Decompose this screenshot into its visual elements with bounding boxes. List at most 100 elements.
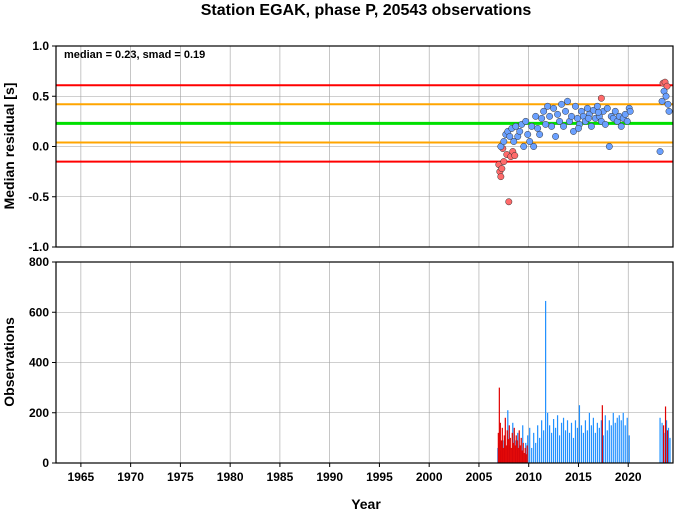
year-tick-label: 2000 bbox=[416, 470, 443, 484]
residual-point bbox=[560, 122, 567, 130]
observations-bar bbox=[509, 437, 511, 463]
observations-bar bbox=[514, 445, 516, 463]
residual-point bbox=[530, 143, 538, 150]
residual-point bbox=[587, 122, 595, 130]
observations-bar bbox=[576, 427, 579, 463]
observations-bar bbox=[500, 440, 502, 463]
residual-point bbox=[658, 97, 666, 105]
observations-bar bbox=[560, 422, 563, 463]
observations-bar bbox=[505, 445, 507, 463]
residual-point bbox=[498, 165, 506, 173]
year-tick-label: 2010 bbox=[515, 470, 542, 484]
observations-bar bbox=[606, 430, 608, 463]
observations-bar bbox=[510, 447, 512, 463]
observations-bar bbox=[667, 427, 670, 463]
observations-bar bbox=[566, 420, 569, 463]
observations-bar bbox=[618, 415, 620, 463]
observations-bar bbox=[558, 435, 561, 463]
observations-bar bbox=[578, 405, 581, 463]
observations-bar bbox=[661, 422, 663, 463]
residual-point bbox=[623, 117, 631, 125]
observations-bar bbox=[513, 427, 515, 463]
residual-point bbox=[575, 124, 582, 132]
observations-tick-label: 0 bbox=[42, 456, 49, 470]
observations-bar bbox=[541, 420, 543, 463]
residual-tick-label: -0.5 bbox=[28, 190, 49, 204]
observations-bar bbox=[537, 425, 539, 463]
observations-tick-label: 200 bbox=[29, 406, 49, 420]
residual-point bbox=[584, 114, 592, 122]
observations-bar bbox=[624, 425, 626, 463]
observations-bar bbox=[526, 445, 528, 463]
observations-bar bbox=[520, 437, 522, 463]
residual-point bbox=[505, 198, 513, 206]
observations-bar bbox=[626, 417, 628, 463]
year-tick-label: 2015 bbox=[565, 470, 592, 484]
residual-point bbox=[546, 112, 554, 120]
residual-point bbox=[626, 107, 634, 115]
observations-bar bbox=[572, 437, 575, 463]
observations-bar bbox=[524, 447, 526, 463]
residual-point bbox=[568, 112, 575, 120]
observations-bar bbox=[531, 447, 533, 463]
observations-bar bbox=[612, 412, 614, 463]
observations-bar bbox=[666, 430, 669, 463]
residual-point bbox=[583, 104, 591, 112]
year-tick-label: 1985 bbox=[267, 470, 294, 484]
residual-point bbox=[497, 173, 505, 181]
observations-bar bbox=[594, 432, 596, 463]
observations-bar bbox=[522, 442, 524, 463]
residual-point bbox=[536, 130, 544, 138]
observations-bar bbox=[562, 417, 565, 463]
residual-point bbox=[500, 158, 508, 166]
observations-tick-label: 800 bbox=[29, 255, 49, 269]
observations-bar bbox=[659, 417, 661, 463]
observations-y-ticks: 800 600 400 200 0 bbox=[29, 255, 56, 470]
year-tick-label: 1970 bbox=[117, 470, 144, 484]
residual-point bbox=[601, 120, 609, 128]
residual-point bbox=[556, 117, 564, 125]
residual-tick-label: 0.5 bbox=[32, 89, 49, 103]
residual-point bbox=[617, 122, 625, 130]
observations-bar bbox=[515, 435, 517, 463]
observations-bar bbox=[662, 425, 665, 463]
residual-panel: 1.0 0.5 0.0 -0.5 -1.0 median = 0.23, smad = … bbox=[1, 39, 674, 254]
residual-y-axis-label: Median residual [s] bbox=[1, 83, 17, 210]
observations-bar bbox=[507, 439, 509, 463]
observations-bar bbox=[512, 442, 514, 463]
observations-bar bbox=[518, 430, 520, 463]
observations-bar bbox=[511, 432, 513, 463]
residual-threshold-lines bbox=[56, 84, 673, 163]
observations-bar bbox=[517, 447, 519, 463]
residual-grid bbox=[56, 45, 673, 248]
observations-bars bbox=[497, 300, 671, 463]
observations-bar bbox=[554, 427, 557, 463]
residual-point bbox=[540, 107, 548, 115]
year-tick-label: 1980 bbox=[217, 470, 244, 484]
residual-point bbox=[662, 92, 670, 100]
year-tick-label: 1965 bbox=[68, 470, 95, 484]
residual-point bbox=[522, 117, 530, 125]
observations-bar bbox=[586, 430, 589, 463]
residual-point bbox=[497, 143, 505, 150]
observations-bar bbox=[614, 422, 616, 463]
observations-bar bbox=[620, 420, 622, 463]
observations-bar bbox=[570, 422, 573, 463]
x-axis-label: Year bbox=[351, 496, 381, 511]
observations-y-axis-label: Observations bbox=[1, 317, 17, 407]
residual-point bbox=[593, 102, 601, 110]
residual-tick-label: 0.0 bbox=[32, 140, 49, 154]
observations-tick-label: 600 bbox=[29, 305, 49, 319]
chart-title: Station EGAK, phase P, 20543 observation… bbox=[201, 2, 532, 19]
observations-tick-label: 400 bbox=[29, 356, 49, 370]
observations-bar bbox=[535, 442, 537, 463]
observations-bar bbox=[523, 452, 525, 463]
median-annotation: median = 0.23, smad = 0.19 bbox=[64, 49, 205, 61]
observations-bar bbox=[568, 432, 571, 463]
observations-bar bbox=[608, 420, 610, 463]
residual-points bbox=[495, 78, 673, 206]
residual-point bbox=[532, 112, 540, 120]
residual-point bbox=[558, 100, 565, 108]
observations-bar bbox=[503, 435, 505, 463]
